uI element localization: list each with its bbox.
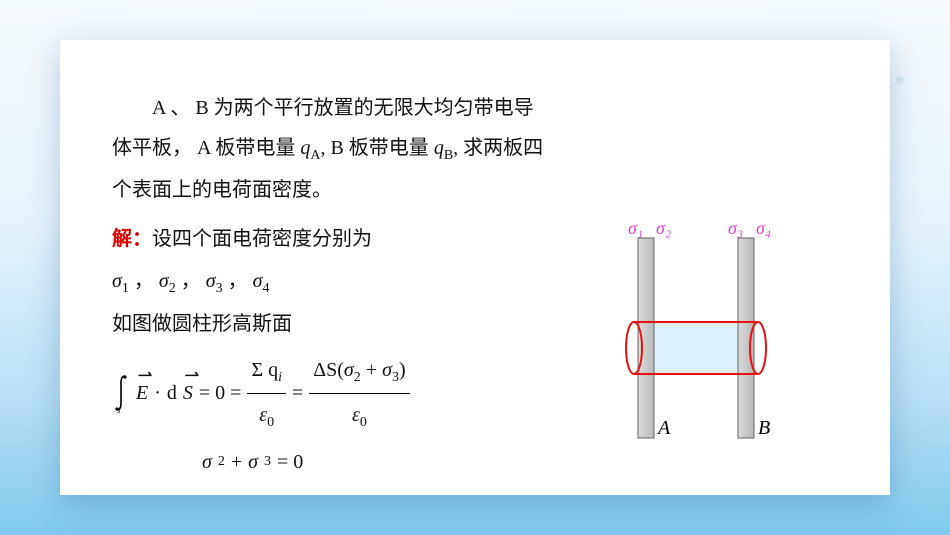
- svg-text:s: s: [117, 405, 121, 413]
- solution-block: 解：设四个面电荷密度分别为 σ1 ， σ2 ， σ3 ， σ4 如图做圆柱形高斯…: [112, 218, 558, 483]
- svg-text:σ₄: σ₄: [756, 218, 771, 238]
- problem-line2b: , B 板带电量: [320, 137, 433, 159]
- eq1-eq: = 0 =: [199, 372, 242, 414]
- sigma1: σ: [112, 270, 122, 292]
- dS-vec: S: [183, 372, 193, 414]
- gauss-text: 如图做圆柱形高斯面: [112, 313, 292, 335]
- E-vec: E: [136, 372, 148, 414]
- assume-text: 设四个面电荷密度分别为: [152, 228, 372, 250]
- problem-line2c: , 求两板四: [453, 137, 543, 159]
- frac-sumq: Σ qi ε0: [247, 349, 286, 437]
- equation-gauss: s E · dS = 0 = Σ qi ε0 = ΔS(σ2 + σ3): [112, 349, 558, 437]
- eq1-eq2: =: [292, 372, 303, 414]
- equation-result: σ2 + σ3 = 0: [112, 441, 558, 483]
- sigma2-sub: 2: [169, 281, 176, 296]
- problem-statement: A 、 B 为两个平行放置的无限大均匀带电导 体平板， A 板带电量 qA, B…: [112, 88, 838, 210]
- dot: ·: [154, 372, 161, 414]
- problem-line2a: 体平板， A 板带电量: [112, 137, 300, 159]
- problem-line3: 个表面上的电荷面密度。: [112, 179, 332, 201]
- svg-text:σ₂: σ₂: [656, 218, 671, 238]
- frac-dS-sigma: ΔS(σ2 + σ3) ε0: [309, 349, 409, 437]
- slide-card: A 、 B 为两个平行放置的无限大均匀带电导 体平板， A 板带电量 qA, B…: [60, 40, 890, 495]
- solution-label: 解：: [112, 228, 152, 250]
- problem-line1: A 、 B 为两个平行放置的无限大均匀带电导: [152, 97, 534, 119]
- svg-text:B: B: [758, 417, 770, 439]
- qB: q: [434, 137, 444, 159]
- svg-text:σ₃: σ₃: [728, 218, 743, 238]
- qB-sub: B: [444, 148, 453, 163]
- sigma1-sub: 1: [122, 281, 129, 296]
- svg-text:A: A: [656, 417, 671, 439]
- plates-diagram: σ₁ σ₂ σ₃ σ₄ A B: [578, 218, 838, 448]
- closed-integral-icon: s: [112, 373, 130, 413]
- svg-text:σ₁: σ₁: [628, 218, 643, 238]
- qA-sub: A: [310, 148, 320, 163]
- sigma4-sub: 4: [263, 281, 270, 296]
- qA: q: [300, 137, 310, 159]
- sigma3-sub: 3: [216, 281, 223, 296]
